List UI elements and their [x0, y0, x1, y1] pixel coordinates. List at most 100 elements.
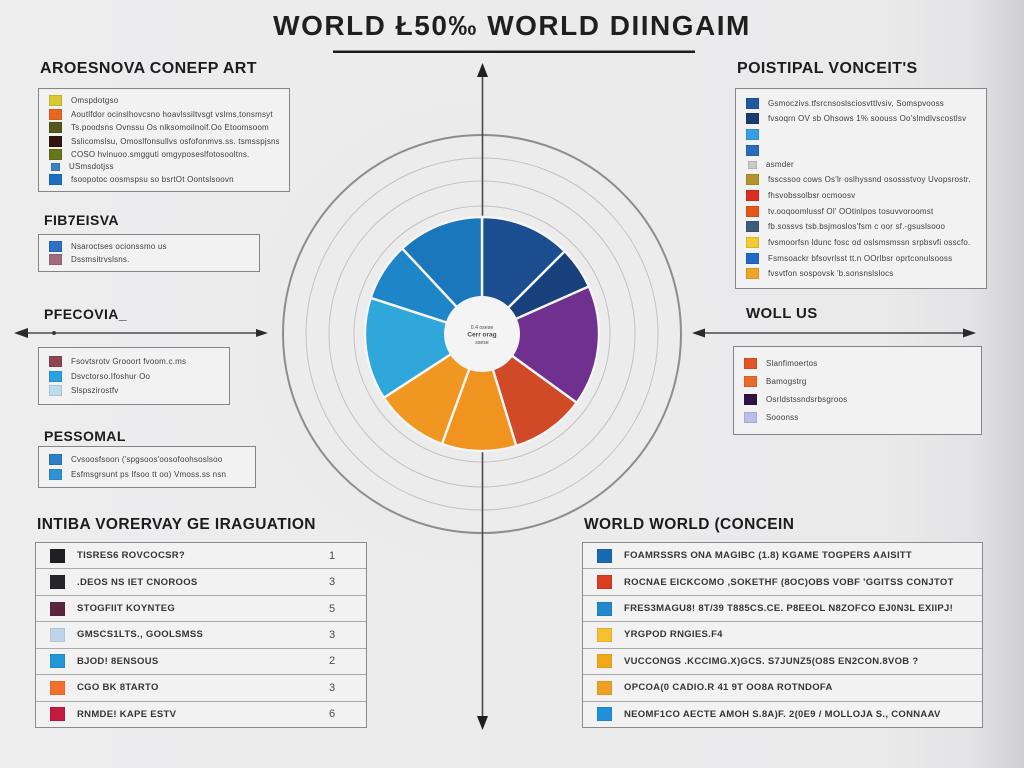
legend-item: Slanfimoertos: [744, 358, 971, 369]
legend-label: fsoopotoc oosmspsu so bsrtOt Oontslsoovn: [71, 174, 234, 184]
legend-label: Slanfimoertos: [766, 359, 818, 368]
legend-label: fsscssoo cows Os'lr oslhyssnd osossstvoy…: [768, 175, 971, 185]
row-label: GMSCS1LTS., GOOLSMSS: [77, 629, 204, 641]
row-value: 3: [328, 628, 336, 641]
color-swatch: [51, 162, 60, 171]
legend-label: USmsdotjss: [69, 162, 114, 172]
heading-bottom-right: WORLD WORLD (CONCEIN: [584, 516, 795, 533]
row-value: 6: [328, 708, 336, 721]
legend-item: Bamogstrg: [744, 376, 971, 387]
legend-item: fhsvobssolbsr ocmoosv: [746, 189, 976, 201]
legend-label: Ts.poodsns Ovnssu Os nlksomoilnoif.Oo Et…: [71, 123, 269, 133]
pie-slice: [480, 285, 601, 404]
heading-bottom-left: INTIBA VORERVAY GE IRAGUATION: [37, 516, 316, 533]
row-label: ROCNAE EICKCOMO ,SOKETHF (8OC)OBS VOBF '…: [624, 576, 954, 588]
color-swatch: [597, 707, 612, 722]
legend-left-axis: Fsovtsrotv Grooort fvoom.c.ms Dsvctorso.…: [38, 347, 230, 405]
row-value: 2: [328, 655, 336, 668]
legend-item: fb.sossvs tsb.bsjmoslos'fsm c oor sf.-gs…: [746, 221, 976, 233]
table-row: VUCCONGS .KCCIMG.X)GCS. S7JUNZ5(O8S EN2C…: [583, 649, 982, 676]
color-swatch: [49, 370, 62, 382]
color-swatch: [49, 241, 62, 252]
legend-label: fb.sossvs tsb.bsjmoslos'fsm c oor sf.-gs…: [768, 222, 946, 232]
legend-personal: Cvsoosfsoon ('spgsoos'oosofoohsoslsoo Es…: [38, 446, 256, 488]
table-row: OPCOA(0 CADIO.R 41 9T OO8A ROTNDOFA: [583, 675, 982, 702]
legend-label: tv.ooqoomlussf Ol' OOtinlpos tosuvvoroom…: [768, 206, 934, 216]
legend-label: COSO hvinuoo.smgguti omgyposeslfotosoolt…: [71, 149, 250, 159]
legend-label: Nsaroctses ocionssmo us: [71, 242, 167, 251]
table-row: NEOMF1CO AECTE AMOH S.8A)F. 2(0E9 / MOLL…: [583, 702, 982, 727]
color-swatch: [746, 236, 759, 248]
legend-label: Dssmsitrvslsns.: [71, 255, 130, 264]
legend-item: USmsdotjss: [49, 162, 279, 171]
row-label: VUCCONGS .KCCIMG.X)GCS. S7JUNZ5(O8S EN2C…: [624, 655, 919, 667]
legend-item: Aoutlfdor ocinslhovcsno hoavlssiltvsgt v…: [49, 108, 279, 120]
row-value: 3: [328, 681, 336, 694]
table-bottom-right: FOAMRSSRS ONA MAGIBC (1.8) KGAME TOGPERS…: [582, 542, 983, 728]
row-label: CGO BK 8TARTO: [77, 682, 159, 694]
legend-item: Gsmoczivs.tfsrcnsoslsciosvttlvsiv, Somsp…: [746, 97, 976, 109]
title-underline: [333, 50, 695, 53]
legend-top-left: Omspdotgso Aoutlfdor ocinslhovcsno hoavl…: [38, 88, 290, 192]
legend-item: Sslicomslsu, Omoslfonsullvs osfofonmvs.s…: [49, 135, 279, 147]
color-swatch: [49, 254, 62, 265]
color-swatch: [744, 376, 757, 387]
heading-personal: PESSOMAL: [44, 428, 126, 444]
table-row: FOAMRSSRS ONA MAGIBC (1.8) KGAME TOGPERS…: [583, 543, 982, 570]
color-swatch: [49, 122, 62, 134]
legend-item: Slspszirostfv: [49, 385, 219, 397]
arrow-left-small-icon: [692, 328, 705, 338]
axis-dot: [52, 331, 56, 335]
legend-item: Osrldstssndsrbsgroos: [744, 394, 971, 405]
pie-slice: [440, 332, 518, 453]
legend-item: tv.ooqoomlussf Ol' OOtinlpos tosuvvoroom…: [746, 205, 976, 217]
color-swatch: [50, 654, 65, 669]
color-swatch: [49, 468, 62, 480]
pie-center: [444, 296, 520, 372]
table-row: FRES3MAGU8! 8T/39 T885CS.CE. P8EEOL N8ZO…: [583, 596, 982, 623]
color-swatch: [50, 548, 65, 563]
legend-item: Esfmsgrsunt ps Ifsoo tt oo) Vmoss.ss nsn: [49, 468, 245, 480]
legend-item: fvsmoorfsn ldunc fosc od oslsmsmssn srpb…: [746, 236, 976, 248]
legend-item: fvsvtfon sospovsk 'b.sonsnslslocs: [746, 268, 976, 280]
legend-label: fvsvtfon sospovsk 'b.sonsnslslocs: [768, 269, 894, 279]
heading-financial: FIB7EISVA: [44, 212, 119, 228]
color-swatch: [49, 355, 62, 367]
row-label: NEOMF1CO AECTE AMOH S.8A)F. 2(0E9 / MOLL…: [624, 708, 941, 720]
legend-label: Omspdotgso: [71, 96, 119, 106]
table-row: STOGFIIT KOYNTEG 5: [36, 596, 366, 623]
color-swatch: [50, 680, 65, 695]
legend-label: fvsmoorfsn ldunc fosc od oslsmsmssn srpb…: [768, 237, 971, 247]
legend-item: Dssmsitrvslsns.: [49, 254, 249, 265]
row-value: 5: [328, 602, 336, 615]
color-swatch: [49, 108, 62, 120]
legend-item: [746, 129, 976, 141]
color-swatch: [746, 189, 759, 201]
page-title: WORLD Ł50‰ WORLD DIINGAIM: [273, 10, 751, 41]
legend-label: fvsoqrn OV sb Ohsows 1% soouss Oo'slmdlv…: [768, 114, 967, 124]
color-swatch: [597, 654, 612, 669]
legend-item: Ts.poodsns Ovnssu Os nlksomoilnoif.Oo Et…: [49, 122, 279, 134]
color-swatch: [746, 97, 759, 109]
row-value: 3: [328, 576, 336, 589]
arrow-right-small-icon: [256, 329, 268, 337]
legend-label: Slspszirostfv: [71, 386, 119, 396]
arrow-left-icon: [14, 328, 28, 338]
color-swatch: [597, 548, 612, 563]
legend-top-right: Gsmoczivs.tfsrcnsoslsciosvttlvsiv, Somsp…: [735, 88, 987, 289]
color-swatch: [597, 627, 612, 642]
heading-top-left: AROESNOVA CONEFP ART: [40, 60, 257, 77]
color-swatch: [744, 358, 757, 369]
legend-item: Omspdotgso: [49, 95, 279, 107]
table-bottom-left: TISRES6 ROVCOCSR? 1 .DEOS NS IET CNOROOS…: [35, 542, 367, 728]
color-swatch: [50, 707, 65, 722]
color-swatch: [744, 394, 757, 405]
table-row: BJOD! 8ENSOUS 2: [36, 649, 366, 676]
table-row: RNMDE! KAPE ESTV 6: [36, 702, 366, 727]
legend-item: COSO hvinuoo.smgguti omgyposeslfotosoolt…: [49, 148, 279, 160]
table-row: GMSCS1LTS., GOOLSMSS 3: [36, 622, 366, 649]
table-row: TISRES6 ROVCOCSR? 1: [36, 543, 366, 570]
color-swatch: [744, 412, 757, 423]
table-row: .DEOS NS IET CNOROOS 3: [36, 569, 366, 596]
color-swatch: [597, 601, 612, 616]
